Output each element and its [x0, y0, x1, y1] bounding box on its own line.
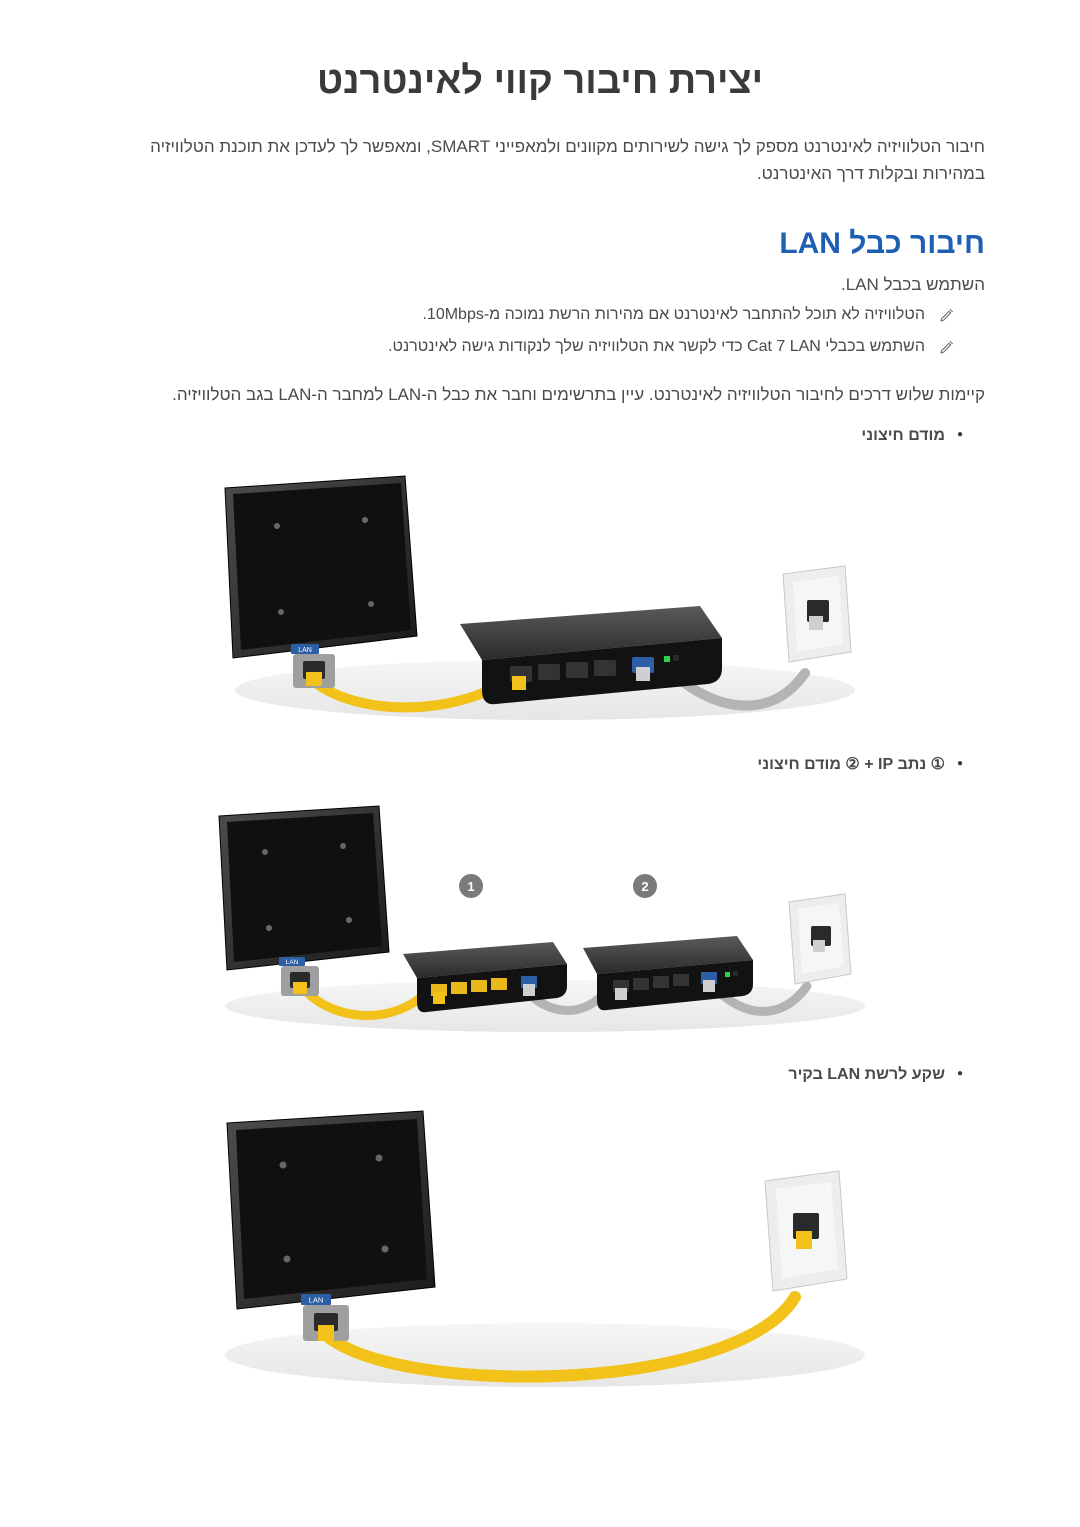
- page-title: יצירת חיבור קווי לאינטרנט: [95, 60, 985, 103]
- section-heading: חיבור כבל LAN: [95, 227, 985, 261]
- pencil-icon: [939, 307, 955, 323]
- note-text-1: הטלוויזיה לא תוכל להתחבר לאינטרנט אם מהי…: [422, 303, 925, 327]
- pencil-icon: [939, 339, 955, 355]
- bullet-router-plus-modem: ① נתב IP + ② מודם חיצוני: [95, 752, 963, 778]
- svg-text:1: 1: [467, 879, 474, 894]
- diagram-external-modem: LAN: [205, 458, 875, 738]
- intro-paragraph: חיבור הטלוויזיה לאינטרנט מספק לך גישה לש…: [95, 133, 985, 187]
- pin-2: 2: [633, 874, 657, 898]
- note-1: הטלוויזיה לא תוכל להתחבר לאינטרנט אם מהי…: [95, 303, 985, 327]
- methods-paragraph: קיימות שלוש דרכים לחיבור הטלוויזיה לאינט…: [95, 381, 985, 408]
- diagram-wall-jack: LAN: [205, 1097, 875, 1407]
- lan-label: LAN: [309, 1296, 324, 1305]
- lan-label: LAN: [298, 647, 312, 654]
- diagram-router-modem: 1 2 LAN: [205, 788, 875, 1048]
- svg-text:2: 2: [641, 879, 648, 894]
- bullet-wall-lan: שקע לרשת LAN בקיר: [95, 1062, 963, 1088]
- pin-1: 1: [459, 874, 483, 898]
- bullet-modem: מודם חיצוני: [95, 423, 963, 449]
- subline: השתמש בכבל LAN.: [95, 275, 985, 295]
- lan-label: LAN: [286, 959, 299, 966]
- note-text-2: השתמש בכבלי Cat 7 LAN כדי לקשר את הטלווי…: [388, 335, 925, 359]
- note-2: השתמש בכבלי Cat 7 LAN כדי לקשר את הטלווי…: [95, 335, 985, 359]
